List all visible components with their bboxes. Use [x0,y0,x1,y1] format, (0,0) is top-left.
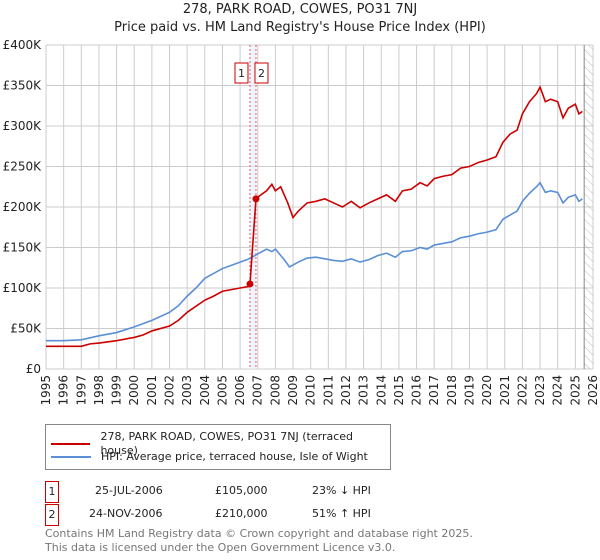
legend-item-hpi: HPI: Average price, terraced house, Isle… [51,450,368,464]
y-tick-label: £400K [3,38,43,52]
sale-hpi-diff: 51% ↑ HPI [312,507,371,520]
x-tick-label: 2025 [568,375,582,406]
x-tick-label: 1998 [92,375,106,406]
x-tick-label: 2014 [374,375,388,406]
x-tick-label: 2007 [251,375,265,406]
y-tick-label: £150K [3,241,43,255]
x-tick-label: 2015 [392,375,406,406]
sale-price: £105,000 [215,484,268,497]
sale-row: 2 24-NOV-2006 £210,000 51% ↑ HPI [45,504,545,526]
y-tick-label: £100K [3,281,43,295]
x-tick-label: 1997 [74,375,88,406]
sale-hpi-diff: 23% ↓ HPI [312,484,371,497]
x-tick-label: 2026 [586,375,600,406]
property-price-line [46,85,583,348]
x-tick-label: 2010 [304,375,318,406]
x-tick-label: 2002 [163,375,177,406]
y-tick-label: £300K [3,119,43,133]
sale-marker-label: 1 [238,67,245,80]
legend-label: HPI: Average price, terraced house, Isle… [101,450,368,463]
y-tick-label: £0 [26,362,41,376]
chart-title: 278, PARK ROAD, COWES, PO31 7NJ [182,2,418,17]
x-tick-label: 2021 [498,375,512,406]
sale-date: 24-NOV-2006 [89,507,163,520]
legend: 278, PARK ROAD, COWES, PO31 7NJ (terrace… [45,424,391,470]
footer-licence: This data is licensed under the Open Gov… [45,541,396,554]
sale-period-shade [249,45,256,369]
x-tick-label: 2017 [427,375,441,406]
sale-point [252,195,260,203]
x-tick-label: 2005 [215,375,229,406]
legend-swatch [51,456,91,458]
x-tick-label: 2012 [339,375,353,406]
x-tick-label: 2020 [480,375,494,406]
x-tick-label: 2023 [533,375,547,406]
legend-swatch [51,443,91,445]
x-tick-label: 2006 [233,375,247,406]
sale-marker-box [234,62,249,84]
x-tick-label: 2004 [198,375,212,406]
sale-point [246,280,254,288]
y-tick-label: £50K [10,322,42,336]
x-tick-label: 1995 [39,375,53,406]
x-tick-label: 2003 [180,375,194,406]
y-tick-label: £200K [3,200,43,214]
x-tick-label: 2011 [321,375,335,406]
x-tick-label: 2013 [357,375,371,406]
footer: Contains HM Land Registry data © Crown c… [45,527,473,555]
x-tick-label: 1999 [110,375,124,406]
y-tick-label: £350K [3,79,43,93]
sale-marker-box [254,62,269,84]
forecast-hatch [584,45,593,369]
legend-label: 278, PARK ROAD, COWES, PO31 7NJ (terrace… [100,430,354,457]
x-tick-label: 2016 [410,375,424,406]
sale-marker: 2 [45,504,59,526]
legend-item-property: 278, PARK ROAD, COWES, PO31 7NJ (terrace… [51,430,390,458]
x-tick-label: 2001 [145,375,159,406]
hpi-line [46,181,583,342]
x-tick-label: 2018 [445,375,459,406]
footer-copyright: Contains HM Land Registry data © Crown c… [45,527,473,540]
y-tick-label: £250K [3,160,43,174]
price-chart: £0 £50K £100K £150K £200K £250K £300K £350K £400… [3,38,600,406]
x-tick-label: 2008 [268,375,282,406]
sale-price: £210,000 [215,507,268,520]
x-tick-label: 2009 [286,375,300,406]
sale-date: 25-JUL-2006 [95,484,163,497]
x-tick-label: 2024 [551,375,565,406]
x-tick-label: 2019 [462,375,476,406]
sale-row: 1 25-JUL-2006 £105,000 23% ↓ HPI [45,481,545,503]
x-tick-label: 2022 [515,375,529,406]
sale-marker: 1 [45,481,59,503]
x-tick-label: 2000 [127,375,141,406]
chart-subtitle: Price paid vs. HM Land Registry's House … [114,20,486,35]
sale-marker-label: 2 [258,67,265,80]
x-tick-label: 1996 [57,375,71,406]
